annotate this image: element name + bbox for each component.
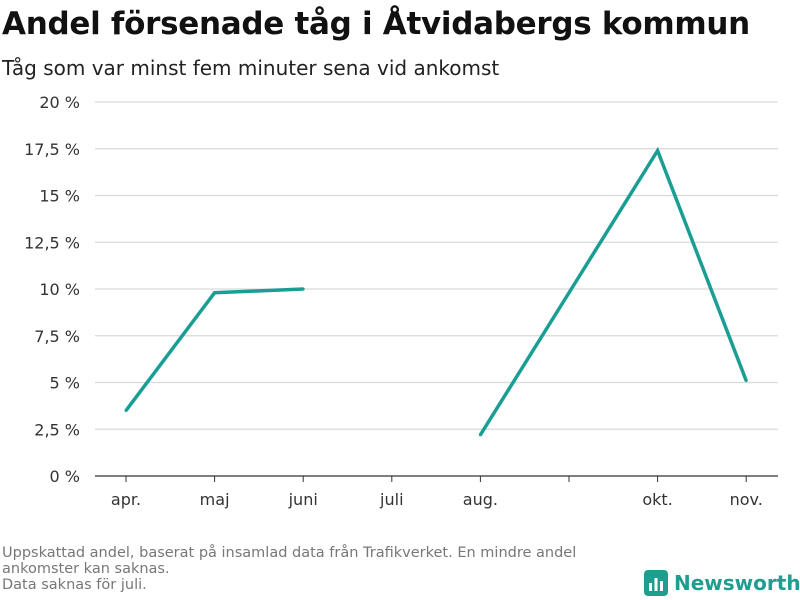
series-line-segment [124, 287, 304, 412]
data-point [301, 287, 305, 291]
footnote-line-3: Data saknas för juli. [2, 577, 147, 593]
y-tick-label: 20 % [39, 93, 80, 112]
footnote-line-1: Uppskattad andel, baserat på insamlad da… [2, 545, 577, 561]
brand-name: Newsworthy [674, 571, 800, 595]
y-tick-label: 10 % [39, 280, 80, 299]
y-tick-label: 12,5 % [24, 233, 80, 252]
data-point [656, 149, 660, 153]
y-tick-label: 7,5 % [34, 327, 80, 346]
data-point [478, 433, 482, 437]
y-tick-label: 5 % [50, 374, 80, 393]
y-tick-label: 15 % [39, 187, 80, 206]
x-tick-label: juni [288, 490, 318, 509]
line-chart: 0 % 2,5 % 5 % 7,5 % 10 % 12,5 % 15 % 17,5 % 20 %… [24, 93, 778, 509]
newsworthy-logo[interactable]: Newsworthy [644, 570, 800, 596]
x-tick-label: aug. [463, 490, 498, 509]
chart-title: Andel försenade tåg i Åtvidabergs kommun [2, 6, 750, 42]
y-tick-label: 2,5 % [34, 420, 80, 439]
x-tick-label: maj [200, 490, 230, 509]
y-tick-label: 0 % [50, 467, 80, 486]
x-tick-label: juli [379, 490, 403, 509]
data-point [124, 409, 128, 413]
bar-chart-logo-icon [644, 570, 668, 596]
x-tick-label: okt. [642, 490, 672, 509]
x-tick-label: apr. [111, 490, 141, 509]
footnote-line-2: ankomster kan saknas. [2, 561, 170, 577]
chart-subtitle: Tåg som var minst fem minuter sena vid a… [2, 56, 500, 80]
x-tick-label: nov. [730, 490, 763, 509]
series-line-segment [478, 146, 748, 436]
data-point [744, 379, 748, 383]
data-point [213, 291, 217, 295]
data-point [567, 291, 571, 295]
y-tick-label: 17,5 % [24, 140, 80, 159]
footnote: Uppskattad andel, baserat på insamlad da… [2, 545, 622, 593]
